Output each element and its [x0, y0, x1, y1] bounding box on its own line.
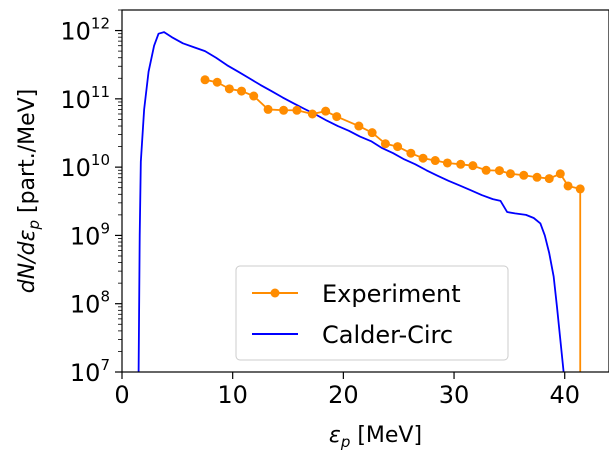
- legend: Experiment Calder-Circ: [235, 265, 509, 361]
- y-tick-label: 108: [70, 288, 110, 319]
- x-axis-label: εp [MeV]: [329, 423, 422, 451]
- data-point: [212, 77, 222, 87]
- data-point: [292, 105, 302, 115]
- x-axis-symbol: ε: [329, 423, 341, 448]
- data-point: [332, 112, 342, 122]
- data-point: [456, 159, 466, 169]
- x-axis-unit: [MeV]: [350, 423, 422, 448]
- legend-marker-experiment: [270, 288, 280, 298]
- plot-frame: [121, 9, 609, 373]
- x-tick-label: 0: [114, 381, 129, 409]
- series-line-calder-circ: [137, 31, 565, 373]
- y-axis-expression: dN/dε: [15, 229, 40, 293]
- data-point: [430, 156, 440, 166]
- data-point: [200, 75, 210, 85]
- y-tick-label: 109: [70, 219, 110, 250]
- data-point: [263, 104, 273, 114]
- data-point: [519, 170, 529, 180]
- data-point: [237, 86, 247, 96]
- data-point: [532, 172, 542, 182]
- y-tick-label: 107: [70, 356, 110, 387]
- y-tick-label: 1010: [60, 151, 110, 182]
- data-point: [505, 169, 515, 179]
- data-point: [555, 169, 565, 179]
- ticks-layer: 0 10 20 30 40 107 108 109 1010 1011 1012: [60, 9, 580, 409]
- data-point: [380, 139, 390, 149]
- y-axis-subscript: p: [25, 220, 43, 231]
- data-point: [494, 166, 504, 176]
- y-axis-unit: [part./MeV]: [15, 89, 40, 220]
- data-point: [481, 165, 491, 175]
- data-point: [575, 184, 585, 194]
- legend-label-calder-circ: Calder-Circ: [322, 321, 453, 349]
- y-axis-label: dN/dεp [part./MeV]: [15, 89, 43, 293]
- data-point: [393, 142, 403, 152]
- data-point: [563, 181, 573, 191]
- data-point: [544, 174, 554, 184]
- series-layer: [137, 31, 585, 373]
- data-point: [224, 84, 234, 94]
- data-point: [442, 158, 452, 168]
- y-tick-label: 1012: [60, 15, 110, 46]
- data-point: [406, 148, 416, 158]
- data-point: [468, 161, 478, 171]
- data-point: [279, 105, 289, 115]
- data-point: [418, 153, 428, 163]
- data-point: [249, 91, 259, 101]
- y-tick-label: 1011: [60, 83, 110, 114]
- data-point: [307, 109, 317, 119]
- x-tick-label: 10: [217, 381, 248, 409]
- legend-label-experiment: Experiment: [322, 280, 461, 308]
- x-axis-subscript: p: [340, 433, 351, 451]
- data-point: [354, 121, 364, 131]
- legend-box: [235, 265, 509, 361]
- x-tick-label: 30: [439, 381, 470, 409]
- data-point: [367, 128, 377, 138]
- x-tick-label: 20: [328, 381, 359, 409]
- x-tick-label: 40: [549, 381, 580, 409]
- data-point: [321, 106, 331, 116]
